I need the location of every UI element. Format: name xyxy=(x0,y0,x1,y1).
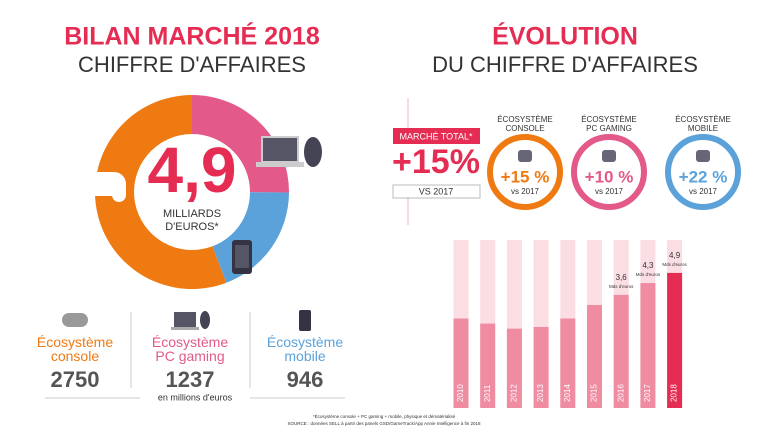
title: ÉVOLUTION xyxy=(492,22,638,51)
x-tick-label: 2012 xyxy=(510,384,519,402)
bar xyxy=(506,328,522,408)
total-box xyxy=(392,98,481,225)
bar xyxy=(640,283,656,408)
segment-note: vs 2017 xyxy=(595,187,624,196)
segment-title: CONSOLE xyxy=(505,124,544,133)
value-label: 4,3 xyxy=(642,261,654,270)
segment-icon xyxy=(696,150,710,162)
bar xyxy=(587,305,602,408)
x-tick-label: 2018 xyxy=(670,384,679,402)
value-label-unit: Mds d'euros xyxy=(609,284,634,289)
segment-value: +22 % xyxy=(679,167,728,186)
donut-slice xyxy=(94,95,227,289)
legend-value: 2750 xyxy=(51,367,100,392)
value-label-unit: Mds d'euros xyxy=(636,272,661,277)
footnote: *Écosystème console + PC gaming + mobile… xyxy=(313,413,456,419)
total-value: +15% xyxy=(392,143,480,181)
bar xyxy=(667,272,683,408)
donut-slice xyxy=(212,192,289,283)
legend-icons xyxy=(45,310,345,404)
value-label-unit: Mds d'euros xyxy=(662,262,687,267)
x-tick-label: 2017 xyxy=(643,384,652,402)
donut-slice xyxy=(192,95,289,193)
total-label: MARCHÉ TOTAL* xyxy=(399,131,473,141)
x-tick-label: 2014 xyxy=(563,384,572,402)
value-label: 4,9 xyxy=(669,251,681,260)
x-tick-label: 2015 xyxy=(590,384,599,402)
footnote: SOURCE : données SELL à partir des panel… xyxy=(287,421,481,426)
legend-label: Écosystème mobile xyxy=(267,334,343,364)
subtitle: DU CHIFFRE D'AFFAIRES xyxy=(432,52,698,77)
legend-value: 946 xyxy=(287,367,324,392)
center-label: D'EUROS* xyxy=(165,221,219,233)
x-tick-label: 2010 xyxy=(456,384,465,402)
segment-value: +10 % xyxy=(585,167,634,186)
segment-title: ÉCOSYSTÈME xyxy=(581,115,637,124)
center-value: 4,9 xyxy=(148,134,237,206)
segment-title: ÉCOSYSTÈME xyxy=(497,115,553,124)
x-tick-label: 2016 xyxy=(616,384,625,402)
bar xyxy=(533,326,549,408)
phone-icon xyxy=(232,240,252,274)
total-note: VS 2017 xyxy=(419,186,454,196)
subtitle: CHIFFRE D'AFFAIRES xyxy=(78,52,306,77)
legend-label: Écosystème PC gaming xyxy=(152,334,228,364)
segment-icon xyxy=(602,150,616,162)
bar xyxy=(480,323,496,408)
segment-value: +15 % xyxy=(501,167,550,186)
center-label: MILLIARDS xyxy=(163,208,221,220)
segment-note: vs 2017 xyxy=(689,187,718,196)
x-tick-label: 2011 xyxy=(483,384,492,402)
gamepad-icon xyxy=(80,172,126,202)
unit-note: en millions d'euros xyxy=(158,392,233,402)
segment-ring xyxy=(571,134,647,210)
bar xyxy=(560,318,576,408)
laptop-icon xyxy=(256,136,322,167)
segment-note: vs 2017 xyxy=(511,187,540,196)
legend-value: 1237 xyxy=(166,367,215,392)
segment-title: ÉCOSYSTÈME xyxy=(675,115,731,124)
bar xyxy=(613,294,629,408)
segment-title: MOBILE xyxy=(688,124,718,133)
segment-title: PC GAMING xyxy=(586,124,632,133)
bar xyxy=(453,318,469,408)
title: BILAN MARCHÉ 2018 xyxy=(64,22,320,51)
legend-label: Écosystème console xyxy=(37,334,113,364)
segment-ring xyxy=(665,134,741,210)
segment-ring xyxy=(487,134,563,210)
value-label: 3,6 xyxy=(616,273,628,282)
segment-icon xyxy=(518,150,532,162)
x-tick-label: 2013 xyxy=(536,384,545,402)
